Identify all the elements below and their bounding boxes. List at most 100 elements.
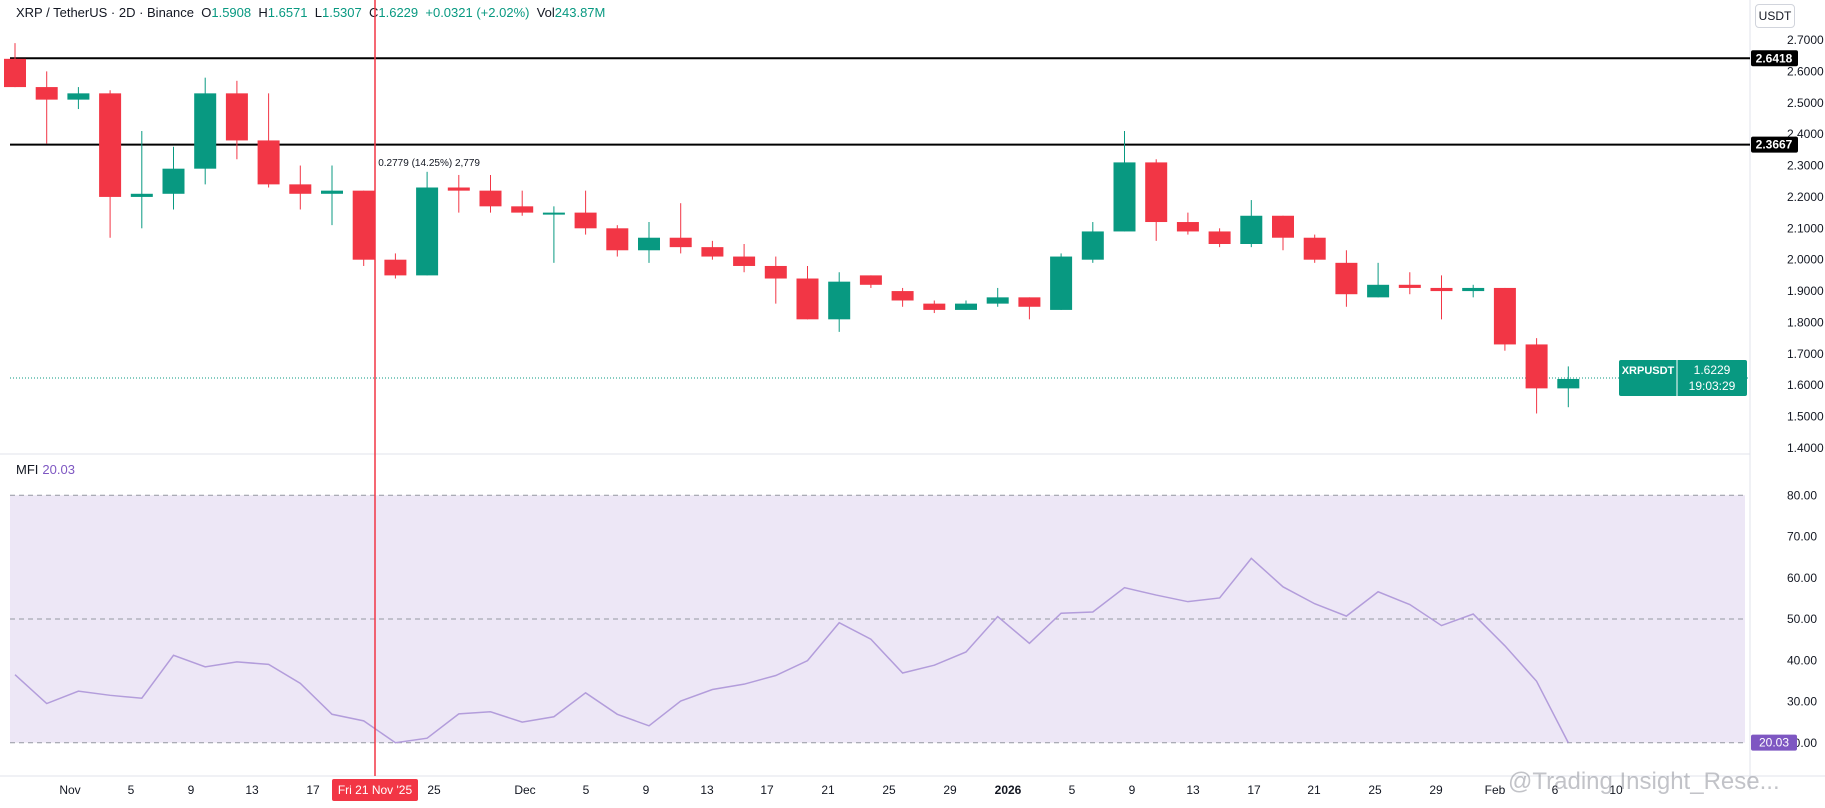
candle-body[interactable] [162,168,185,194]
candle-body[interactable] [1145,162,1168,223]
candle-body[interactable] [4,58,26,88]
candle-body[interactable] [1303,237,1326,260]
time-tick-label: 9 [1129,783,1136,797]
candle-body[interactable] [1050,256,1073,310]
candle-body[interactable] [1081,231,1104,260]
candle-body[interactable] [35,87,58,100]
mfi-tick-label: 50.00 [1787,612,1817,626]
mfi-tick-label: 40.00 [1787,653,1817,667]
candle-body[interactable] [416,187,439,276]
candle-body[interactable] [194,93,217,169]
open-label: O [201,5,212,20]
level-price-badge [1751,50,1798,67]
candle-body[interactable] [321,190,343,194]
candle-body[interactable] [1208,231,1231,244]
volume-label: Vol [536,5,555,20]
time-tick-label: 21 [821,783,835,797]
time-tick-label: 17 [306,783,320,797]
price-tick-label: 1.8000 [1787,315,1824,329]
candle-body[interactable] [1113,162,1136,232]
candle-body[interactable] [99,93,122,197]
price-tick-label: 1.9000 [1787,284,1824,298]
mfi-legend-value: 20.03 [42,462,75,477]
price-tick-label: 2.0000 [1787,253,1824,267]
candle-body[interactable] [1493,287,1516,345]
time-tick-label: 9 [643,783,650,797]
time-tick-label: 17 [760,783,774,797]
price-tick-label: 1.6000 [1787,378,1824,392]
low-label: L [314,5,322,20]
candle-body[interactable] [130,193,153,197]
watermark: @Trading Insight_Rese... [1508,768,1780,795]
candle-body[interactable] [447,187,470,191]
currency-unit-button[interactable]: USDT [1755,4,1795,28]
candle-body[interactable] [352,190,375,260]
price-tick-label: 1.5000 [1787,410,1824,424]
candle-body[interactable] [511,206,534,213]
candle-body[interactable] [638,237,660,251]
time-tick-label: 6 [1552,783,1559,797]
candle-body[interactable] [1398,284,1421,288]
candle-body[interactable] [764,265,787,279]
mfi-legend[interactable]: MFI 20.03 [16,462,75,477]
candle-body[interactable] [289,184,312,194]
time-tick-label: 29 [1429,783,1443,797]
candle-body[interactable] [1240,215,1263,244]
candle-body[interactable] [606,228,629,251]
candle-body[interactable] [1176,222,1199,232]
symbol-label[interactable]: XRP / TetherUS · 2D · Binance [16,5,194,20]
open-value: 1.5908 [211,5,252,20]
time-tick-label: 5 [583,783,590,797]
current-price-badge[interactable] [1619,360,1747,397]
time-tick-label: 17 [1247,783,1261,797]
candle-body[interactable] [1335,262,1358,295]
time-tick-label: 5 [128,783,135,797]
candle-body[interactable] [733,256,756,266]
candle-body[interactable] [1272,215,1294,238]
candle-body[interactable] [923,303,946,310]
candle-body[interactable] [384,259,407,276]
time-tick-label: Dec [514,783,535,797]
candle-body[interactable] [986,297,1009,304]
candle-body[interactable] [1462,287,1485,292]
price-tick-label: 2.6000 [1787,64,1824,78]
level-price-label: 2.6418 [1756,51,1793,65]
candle-body[interactable] [1430,287,1453,292]
mfi-line[interactable] [14,557,1569,744]
crosshair-date-label: Fri 21 Nov '25 [338,783,413,797]
candle-body[interactable] [796,278,819,320]
candle-body[interactable] [1525,344,1548,389]
candle-body[interactable] [669,237,692,248]
time-tick-label: 29 [943,783,957,797]
candle-body[interactable] [479,190,502,207]
candle-body[interactable] [1557,378,1580,389]
time-tick-label: 5 [1069,783,1076,797]
price-tick-label: 2.5000 [1787,96,1824,110]
time-tick-label: Feb [1485,783,1506,797]
candle-body[interactable] [828,281,851,320]
mfi-tick-label: 30.00 [1787,695,1817,709]
candle-body[interactable] [1367,284,1390,298]
level-price-label: 2.3667 [1756,138,1793,152]
mfi-value-badge [1751,734,1797,751]
current-price-value: 1.6229 [1694,363,1731,377]
candle-body[interactable] [257,140,280,185]
candle-body[interactable] [542,212,565,215]
candle-body[interactable] [225,93,248,141]
candle-body[interactable] [859,275,882,285]
time-tick-label: 2026 [995,783,1022,797]
time-tick-label: 13 [245,783,259,797]
time-tick-label: 25 [882,783,896,797]
candle-body[interactable] [701,247,724,257]
time-tick-label: 25 [1368,783,1382,797]
candle-body[interactable] [891,291,914,301]
candle-body[interactable] [955,303,977,310]
candle-body[interactable] [1018,297,1041,307]
candle-body[interactable] [574,212,597,229]
price-tick-label: 2.3000 [1787,159,1824,173]
candle-body[interactable] [67,93,90,100]
symbol-badge-label: XRPUSDT [1622,365,1675,377]
time-tick-label: 25 [427,783,441,797]
